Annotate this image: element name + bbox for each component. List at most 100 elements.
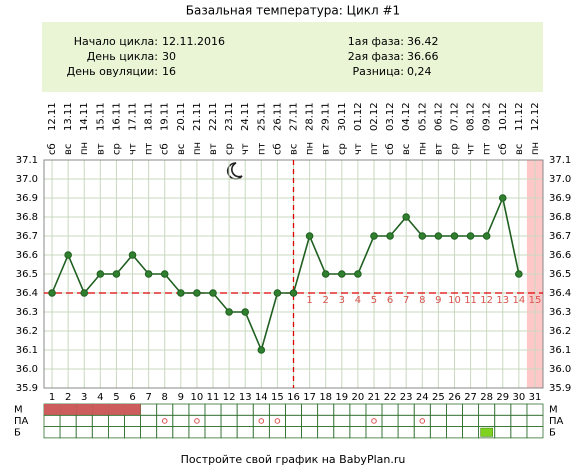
y-tick-label-right: 36.6 (549, 250, 571, 261)
temperature-point (370, 232, 378, 240)
info-value: 36.42 (407, 35, 439, 48)
x-tick-label: 31 (529, 392, 542, 403)
info-label: Разница: (353, 65, 405, 78)
row-mark (161, 418, 168, 424)
y-tick-label-right: 36.9 (549, 193, 571, 204)
temperature-point (482, 232, 491, 240)
weekday-label: вс (63, 144, 74, 155)
row-cell (285, 403, 302, 416)
temperature-point (48, 289, 56, 297)
row-cell (413, 414, 431, 427)
row-label: ПА (14, 416, 29, 427)
row-cell (333, 426, 351, 439)
temperature-point (225, 308, 233, 316)
row-cell (75, 426, 93, 439)
row-cell (510, 403, 528, 416)
row-cell (268, 414, 286, 427)
row-cell (140, 414, 158, 427)
temperature-point (112, 270, 121, 278)
x-tick-label: 6 (129, 392, 135, 403)
luteal-day-label: 13 (496, 295, 509, 306)
y-tick-label-right: 36.5 (549, 269, 571, 280)
info-label: 1ая фаза: (348, 35, 404, 48)
row-mark (419, 418, 426, 424)
date-label: 27.11 (289, 102, 300, 131)
temperature-point (305, 232, 314, 240)
weekday-label: ср (224, 143, 235, 155)
date-label: 12.11 (47, 102, 58, 131)
row-cell (252, 426, 270, 439)
y-tick-label-right: 36.2 (549, 326, 571, 337)
weekday-label: пн (417, 142, 428, 155)
row-cell (188, 403, 206, 416)
x-tick-label: 18 (319, 392, 332, 403)
temperature-point (515, 270, 523, 278)
weekday-label: вт (208, 143, 219, 155)
row-cell (429, 414, 447, 427)
info-label: Начало цикла: (74, 35, 158, 48)
x-tick-label: 23 (400, 392, 413, 403)
date-label: 01.12 (353, 102, 364, 131)
date-label: 30.11 (337, 102, 348, 131)
x-tick-label: 15 (271, 392, 284, 403)
x-tick-label: 13 (239, 392, 252, 403)
row-cell (494, 414, 512, 427)
x-tick-label: 22 (384, 392, 397, 403)
date-label: 29.11 (321, 102, 332, 131)
row-cell (140, 426, 158, 439)
row-cell (365, 414, 383, 427)
row-cell (268, 403, 286, 416)
y-tick-label-right: 37.1 (549, 155, 571, 166)
date-label: 04.12 (401, 102, 412, 131)
x-tick-label: 5 (113, 392, 119, 403)
row-cell (43, 414, 61, 427)
luteal-day-label: 7 (403, 295, 409, 306)
x-tick-label: 10 (191, 392, 204, 403)
row-cell (494, 403, 512, 416)
row-mark (108, 404, 125, 416)
date-label: 05.12 (417, 102, 428, 131)
weekday-label: вс (514, 144, 525, 155)
row-cell (446, 414, 463, 427)
date-label: 12.12 (530, 102, 541, 131)
weekday-label: пн (530, 142, 541, 155)
luteal-day-label: 3 (339, 295, 345, 306)
info-value: 16 (162, 65, 176, 78)
temperature-point (386, 232, 394, 240)
row-cell (107, 426, 125, 439)
row-cell (140, 403, 158, 416)
row-cell (462, 403, 480, 416)
weekday-label: пн (305, 142, 316, 155)
row-cell (156, 403, 174, 416)
y-tick-label-right: 35.9 (549, 383, 571, 394)
row-cell (381, 414, 399, 427)
y-tick-label-right: 37.0 (549, 174, 571, 185)
date-label: 25.11 (256, 102, 267, 131)
date-label: 16.11 (111, 102, 122, 131)
row-cell (252, 414, 270, 427)
row-cell (349, 414, 367, 427)
y-tick-label: 37.1 (16, 155, 38, 166)
y-tick-label: 36.5 (16, 269, 38, 280)
info-value: 12.11.2016 (162, 35, 225, 48)
weekday-label: чт (128, 143, 139, 155)
row-mark (371, 418, 377, 424)
x-tick-label: 14 (255, 392, 268, 403)
weekday-label: сб (498, 143, 509, 155)
info-label: 2ая фаза: (348, 50, 404, 63)
temperature-point (434, 232, 443, 240)
luteal-day-label: 5 (371, 295, 377, 306)
x-tick-label: 20 (352, 392, 365, 403)
row-cell (462, 414, 480, 427)
moon-icon (227, 162, 243, 180)
row-cell (349, 426, 367, 439)
y-tick-label: 36.0 (16, 364, 38, 375)
row-cell (236, 403, 254, 416)
row-mark (60, 404, 77, 416)
x-tick-label: 24 (416, 392, 429, 403)
row-label-right: Б (549, 427, 556, 438)
weekday-label: пн (79, 142, 90, 155)
row-cell (462, 426, 480, 439)
row-cell (397, 426, 415, 439)
temperature-point (402, 213, 410, 221)
